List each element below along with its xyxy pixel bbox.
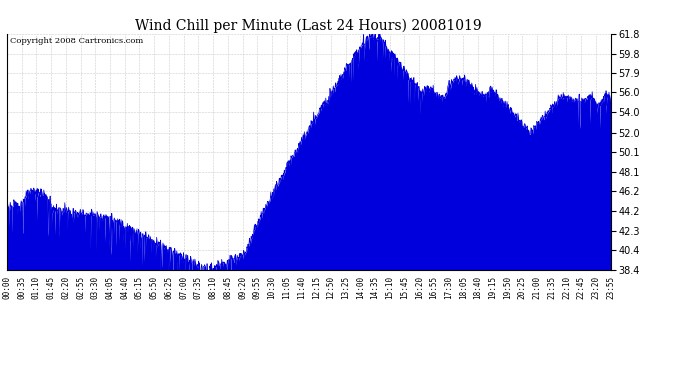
Title: Wind Chill per Minute (Last 24 Hours) 20081019: Wind Chill per Minute (Last 24 Hours) 20… xyxy=(135,18,482,33)
Text: Copyright 2008 Cartronics.com: Copyright 2008 Cartronics.com xyxy=(10,37,143,45)
